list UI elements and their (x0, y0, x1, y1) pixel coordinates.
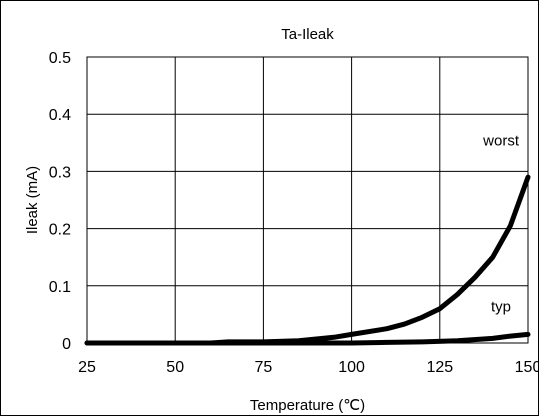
y-tick-label: 0 (62, 336, 71, 353)
y-tick-label: 0.4 (49, 107, 71, 124)
series-line-worst (84, 174, 531, 346)
y-tick-label: 0.5 (49, 50, 71, 67)
x-tick-label: 125 (426, 359, 453, 376)
x-tick-label: 150 (515, 359, 539, 376)
plot-area-border (86, 56, 529, 344)
series-label-typ: typ (491, 299, 511, 316)
y-axis-label: Ileak (mA) (24, 166, 41, 234)
chart-title: Ta-Ileak (281, 26, 334, 43)
x-tick-label: 50 (166, 359, 184, 376)
y-tick-label: 0.3 (49, 164, 71, 181)
tick-labels: 25 50 75 100 125 150 0 0.1 0.2 0.3 0.4 0.5 (49, 50, 539, 376)
x-axis-label: Temperature (℃) (250, 397, 365, 414)
x-tick-label: 25 (78, 359, 96, 376)
y-tick-label: 0.1 (49, 279, 71, 296)
series-lines (84, 174, 531, 346)
grid (87, 57, 528, 343)
y-tick-label: 0.2 (49, 222, 71, 239)
x-tick-label: 100 (338, 359, 365, 376)
x-tick-label: 75 (255, 359, 273, 376)
series-label-worst: worst (482, 133, 520, 150)
